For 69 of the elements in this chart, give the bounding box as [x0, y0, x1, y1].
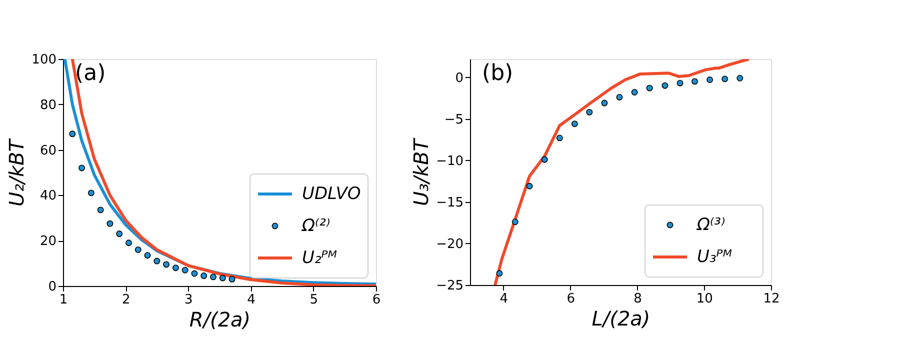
- x-tick-label: 8: [634, 292, 642, 306]
- point: [172, 264, 179, 272]
- y-tick-label: −25: [436, 278, 464, 294]
- point: [556, 134, 563, 142]
- y-tick-label: −15: [436, 195, 464, 210]
- point: [496, 270, 503, 277]
- point: [631, 89, 638, 96]
- point: [97, 206, 104, 214]
- x-axis-title: L/(2a): [592, 306, 650, 330]
- point: [586, 108, 593, 116]
- point: [200, 272, 208, 280]
- point: [512, 218, 518, 226]
- point: [616, 94, 623, 100]
- x-axis-title: R/(2a): [189, 308, 251, 332]
- legend-label: U₃ᴾᴹ: [697, 247, 732, 267]
- x-tick-label: 4: [247, 292, 256, 308]
- point: [571, 120, 578, 128]
- annotation: (a): [75, 61, 106, 86]
- point: [144, 252, 151, 259]
- y-tick-label: 0: [455, 70, 464, 86]
- y-tick-label: 0: [48, 280, 56, 294]
- point: [541, 156, 548, 163]
- point: [706, 76, 714, 83]
- x-tick-label: 10: [696, 292, 713, 306]
- y-axis-title: U₃/kBT: [409, 137, 434, 206]
- y-tick-label: 100: [32, 52, 56, 68]
- point: [526, 182, 533, 190]
- x-tick-label: 4: [500, 292, 508, 306]
- point: [736, 74, 744, 82]
- x-tick-label: 3: [184, 292, 193, 308]
- point: [601, 100, 608, 106]
- point: [191, 270, 198, 277]
- y-tick-label: −5: [444, 112, 464, 128]
- point: [126, 240, 132, 246]
- point: [106, 220, 114, 227]
- y-tick-label: 40: [40, 188, 56, 204]
- y-tick-label: 20: [40, 234, 56, 250]
- legend-label: UDLVO: [302, 184, 361, 204]
- x-tick-label: 2: [122, 292, 130, 308]
- point: [228, 276, 236, 282]
- x-tick-label: 12: [763, 292, 780, 306]
- point: [78, 164, 86, 172]
- y-axis-title: U₂/kBT: [4, 138, 29, 206]
- x-tick-label: 6: [566, 292, 575, 306]
- legend-label: Ω⁽³⁾: [696, 215, 726, 235]
- point: [210, 274, 216, 280]
- legend-label: Ω⁽²⁾: [301, 216, 330, 236]
- point: [676, 80, 684, 86]
- point: [722, 76, 728, 82]
- x-tick-label: 5: [310, 292, 318, 308]
- y-tick-label: 60: [40, 143, 56, 158]
- point: [646, 84, 653, 92]
- point: [134, 246, 142, 253]
- y-tick-label: −20: [436, 236, 464, 252]
- point: [219, 274, 226, 282]
- y-tick-label: 80: [40, 98, 56, 113]
- point: [69, 130, 76, 138]
- point: [154, 258, 160, 264]
- y-tick-label: −10: [436, 154, 464, 169]
- legend-label: U₂ᴾᴹ: [302, 248, 337, 268]
- x-tick-label: 1: [59, 292, 68, 308]
- point: [182, 266, 188, 274]
- point: [692, 78, 698, 85]
- x-tick-label: 6: [372, 292, 381, 308]
- point: [116, 230, 123, 238]
- point: [88, 190, 94, 196]
- annotation: (b): [482, 61, 514, 86]
- point: [163, 261, 170, 268]
- point: [662, 82, 668, 89]
